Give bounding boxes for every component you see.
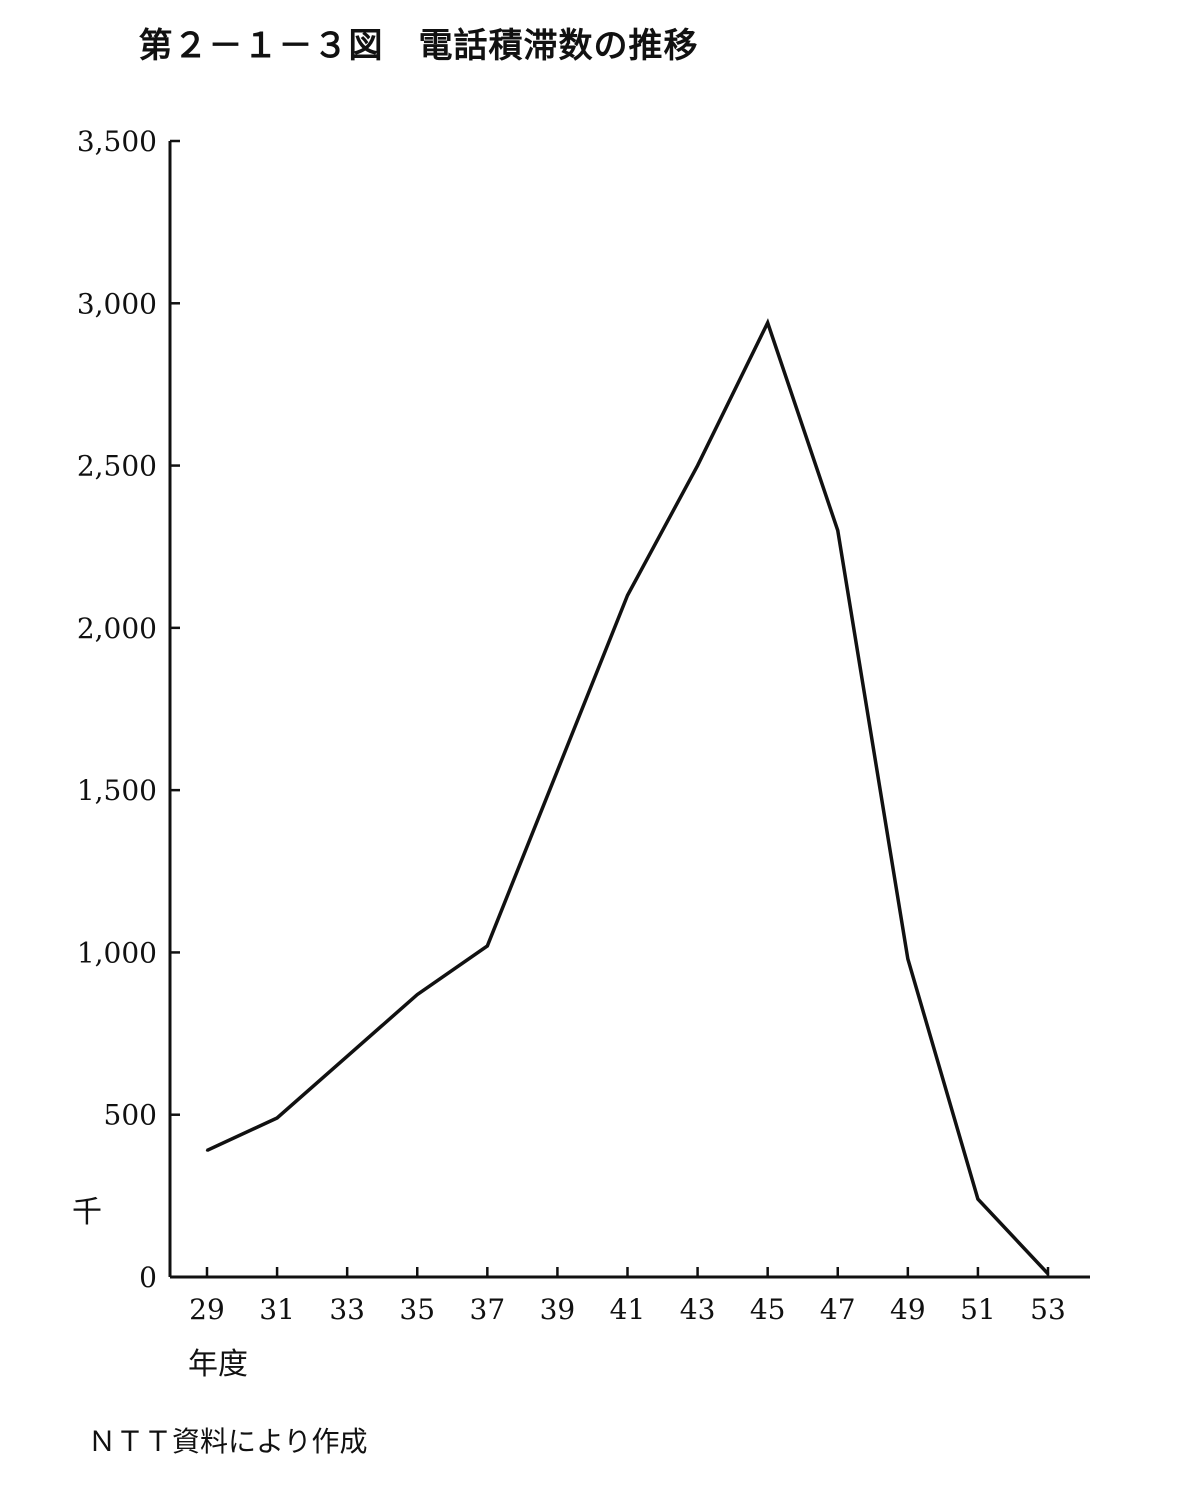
data-point [205,1149,209,1152]
x-tick-label: 29 [189,1293,225,1326]
x-axis-ticks: 29 31 33 35 37 39 41 43 45 47 49 51 53 [189,1267,1066,1326]
x-tick-label: 51 [960,1293,996,1326]
x-tick-label: 31 [259,1293,295,1326]
y-tick-label: 1,500 [77,774,157,807]
chart-axes [168,141,1090,1279]
y-tick-label: 2,000 [77,612,157,645]
x-axis-label: 年度 [188,1347,248,1382]
y-tick-label: 1,000 [77,936,157,969]
data-point [556,769,559,772]
data-point [836,529,839,532]
data-point [275,1116,279,1120]
series-group [205,318,1050,1275]
data-point [906,957,910,961]
x-tick-label: 35 [399,1293,435,1326]
chart-title: 第２－１－３図 電話積滞数の推移 [138,26,699,66]
x-tick-label: 53 [1030,1293,1066,1326]
x-tick-label: 41 [610,1293,646,1326]
y-axis-unit-label: 千 [72,1195,102,1230]
data-point [766,321,769,324]
data-point [345,1055,349,1058]
source-note: ＮＴＴ資料により作成 [88,1425,368,1458]
x-tick-label: 43 [680,1293,716,1326]
data-point [626,594,629,597]
x-tick-label: 33 [329,1293,365,1326]
y-axis-ticks: 0 500 1,000 1,500 2,000 2,500 3,000 3,500 [77,125,180,1294]
x-tick-label: 47 [820,1293,856,1326]
x-tick-label: 49 [890,1293,926,1326]
data-point [1046,1272,1050,1275]
data-point [976,1197,980,1201]
y-tick-label: 500 [104,1099,157,1132]
x-tick-label: 37 [470,1293,506,1326]
x-tick-label: 45 [750,1293,786,1326]
data-point [416,993,419,996]
y-tick-label: 3,500 [77,125,157,158]
y-tick-label: 2,500 [77,450,157,483]
data-point [696,464,699,467]
series-line [206,318,1050,1275]
y-tick-label: 3,000 [77,287,157,320]
data-point [486,944,489,948]
x-tick-label: 39 [540,1293,576,1326]
y-tick-label: 0 [139,1261,157,1294]
